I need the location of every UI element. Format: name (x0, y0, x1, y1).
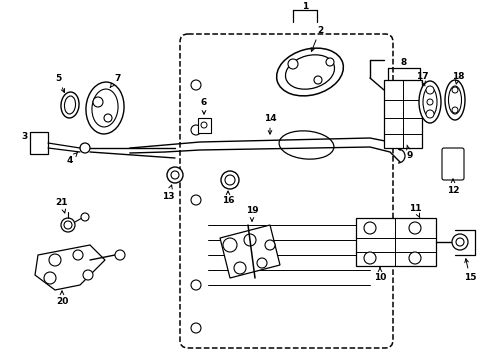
Circle shape (287, 59, 297, 69)
Text: 9: 9 (406, 145, 412, 159)
Circle shape (426, 99, 432, 105)
Ellipse shape (92, 89, 118, 127)
Circle shape (167, 167, 183, 183)
Circle shape (104, 114, 112, 122)
Circle shape (61, 218, 75, 232)
Bar (30, 132, 48, 154)
Circle shape (257, 258, 266, 268)
Text: 21: 21 (56, 198, 68, 213)
Ellipse shape (285, 55, 334, 89)
Circle shape (425, 86, 433, 94)
Circle shape (223, 238, 237, 252)
Text: 14: 14 (263, 113, 276, 134)
Circle shape (64, 221, 72, 229)
FancyBboxPatch shape (441, 148, 463, 180)
Text: 1: 1 (301, 1, 307, 10)
Circle shape (191, 280, 201, 290)
Text: 13: 13 (162, 185, 174, 201)
Circle shape (264, 240, 274, 250)
Text: 5: 5 (55, 73, 64, 93)
Circle shape (313, 76, 321, 84)
Text: 17: 17 (415, 72, 427, 86)
Text: 20: 20 (56, 291, 68, 306)
Ellipse shape (86, 82, 124, 134)
Circle shape (201, 122, 206, 128)
Circle shape (234, 262, 245, 274)
Ellipse shape (422, 87, 436, 117)
Circle shape (425, 110, 433, 118)
Text: 18: 18 (451, 72, 463, 84)
Circle shape (451, 87, 457, 93)
Circle shape (325, 58, 333, 66)
Circle shape (224, 175, 235, 185)
Text: 7: 7 (110, 73, 121, 87)
Text: 4: 4 (67, 152, 78, 165)
Ellipse shape (276, 48, 343, 96)
Circle shape (49, 254, 61, 266)
Circle shape (221, 171, 239, 189)
Ellipse shape (61, 92, 79, 118)
Polygon shape (220, 225, 280, 278)
Circle shape (451, 234, 467, 250)
Circle shape (44, 272, 56, 284)
Circle shape (244, 234, 256, 246)
Circle shape (408, 252, 420, 264)
Circle shape (408, 222, 420, 234)
Circle shape (171, 171, 179, 179)
Text: 6: 6 (201, 98, 207, 114)
Text: 8: 8 (400, 58, 407, 67)
Text: 11: 11 (408, 203, 420, 218)
Ellipse shape (279, 131, 333, 159)
Text: 2: 2 (310, 26, 323, 51)
Circle shape (451, 107, 457, 113)
Circle shape (363, 222, 375, 234)
Text: 3: 3 (21, 131, 27, 140)
Circle shape (191, 195, 201, 205)
Circle shape (455, 238, 463, 246)
Text: 16: 16 (221, 191, 234, 204)
Text: 12: 12 (446, 179, 458, 194)
Text: 15: 15 (463, 259, 475, 283)
Circle shape (83, 270, 93, 280)
Ellipse shape (444, 80, 464, 120)
Circle shape (191, 125, 201, 135)
Circle shape (191, 80, 201, 90)
FancyBboxPatch shape (180, 34, 392, 348)
Bar (355, 218, 435, 266)
Circle shape (93, 97, 103, 107)
Bar (383, 80, 421, 148)
Circle shape (115, 250, 125, 260)
Text: 10: 10 (373, 268, 386, 283)
Circle shape (363, 252, 375, 264)
Circle shape (81, 213, 89, 221)
Circle shape (73, 250, 83, 260)
Circle shape (80, 143, 90, 153)
Ellipse shape (418, 81, 440, 123)
Ellipse shape (64, 96, 75, 114)
Circle shape (191, 323, 201, 333)
Text: 19: 19 (245, 206, 258, 221)
Ellipse shape (447, 86, 461, 114)
Bar (198, 118, 210, 133)
Polygon shape (35, 245, 105, 290)
